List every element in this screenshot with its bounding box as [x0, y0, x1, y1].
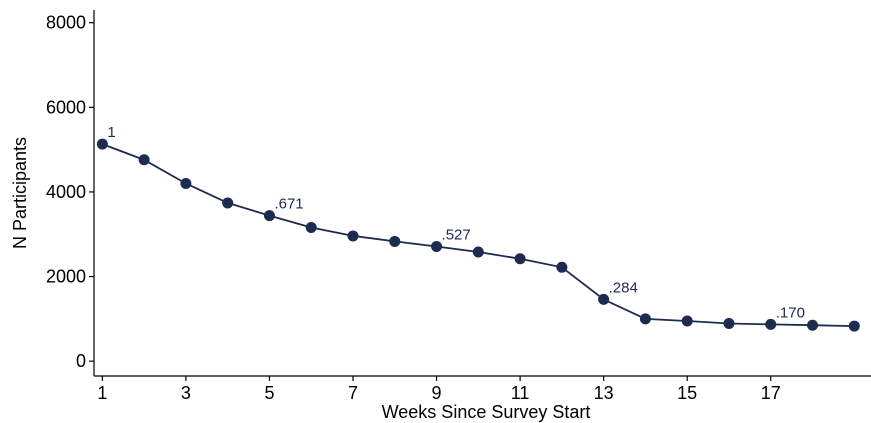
- data-point: [723, 318, 735, 330]
- x-tick-label: 11: [511, 383, 530, 403]
- data-label: .527: [442, 227, 471, 244]
- data-label: .284: [609, 279, 638, 296]
- data-point: [347, 230, 359, 242]
- data-point: [514, 253, 526, 265]
- data-point: [472, 246, 484, 258]
- data-point: [96, 138, 108, 150]
- data-point: [138, 154, 150, 166]
- y-axis-title: N Participants: [10, 137, 30, 249]
- data-label: 1: [107, 124, 115, 141]
- data-point: [639, 313, 651, 325]
- data-point: [180, 177, 192, 189]
- x-tick-label: 3: [181, 383, 191, 403]
- x-axis: 1 3 5 7 9 11 13 15 17: [94, 375, 871, 403]
- x-tick-label: 13: [594, 383, 614, 403]
- x-tick-label: 5: [264, 383, 274, 403]
- data-point: [263, 210, 275, 222]
- y-tick-label: 2000: [46, 267, 86, 287]
- y-axis: 0 2000 4000 6000 8000: [46, 10, 95, 376]
- plot-area: 1 .671 .527 .284 .170: [96, 124, 860, 332]
- y-tick-label: 6000: [46, 97, 86, 117]
- data-point: [807, 319, 819, 331]
- data-point: [556, 261, 568, 273]
- y-tick-label: 8000: [46, 13, 86, 33]
- x-tick-label: 9: [432, 383, 442, 403]
- x-axis-title: Weeks Since Survey Start: [382, 402, 591, 422]
- x-tick-label: 1: [97, 383, 107, 403]
- data-point: [765, 318, 777, 330]
- x-tick-label: 7: [348, 383, 358, 403]
- data-label: .671: [274, 196, 303, 213]
- data-point: [848, 320, 860, 332]
- data-point: [222, 197, 234, 209]
- data-point: [431, 241, 443, 253]
- x-tick-label: 15: [677, 383, 697, 403]
- data-point: [305, 221, 317, 233]
- data-point: [389, 235, 401, 247]
- y-tick-label: 4000: [46, 182, 86, 202]
- series-line: [102, 143, 855, 327]
- data-point: [598, 293, 610, 305]
- data-point: [681, 315, 693, 327]
- data-label: .170: [776, 304, 805, 321]
- x-tick-label: 17: [761, 383, 781, 403]
- y-tick-label: 0: [76, 351, 86, 371]
